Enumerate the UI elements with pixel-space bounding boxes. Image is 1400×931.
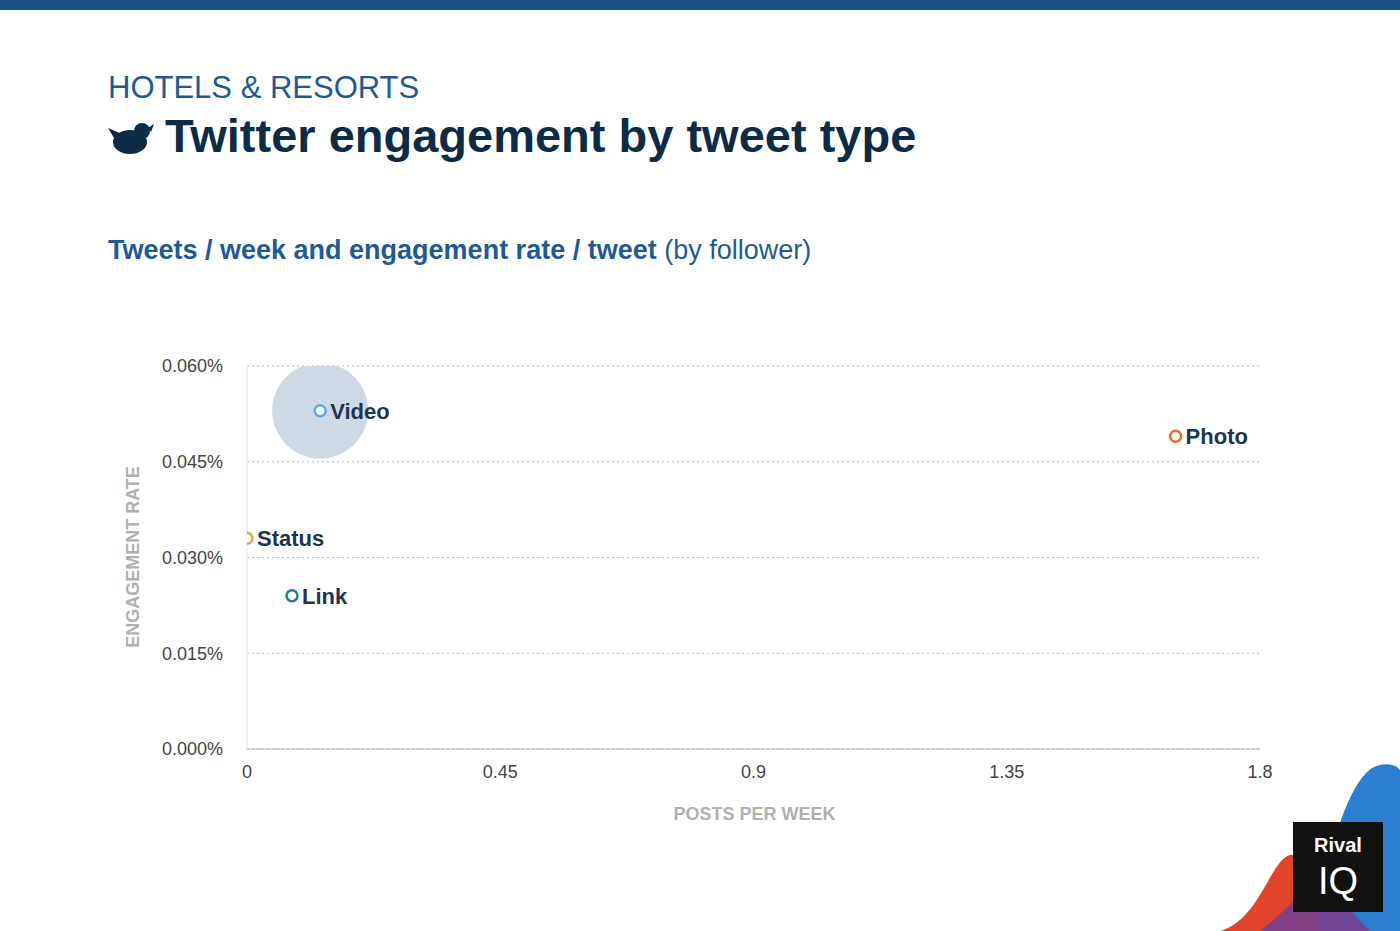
svg-text:0.000%: 0.000%: [162, 739, 223, 759]
html-text:ENGAGEMENT RATE: ENGAGEMENT RATE: [122, 466, 143, 648]
svg-text:0.9: 0.9: [741, 762, 766, 782]
svg-text:0.060%: 0.060%: [162, 356, 223, 376]
svg-text:0.45: 0.45: [483, 762, 518, 782]
svg-text:Video: Video: [330, 399, 390, 424]
svg-text:0.015%: 0.015%: [162, 644, 223, 664]
svg-text:Link: Link: [302, 584, 348, 609]
svg-text:Photo: Photo: [1186, 424, 1248, 449]
svg-text:Rival: Rival: [1314, 834, 1362, 856]
svg-text:0.045%: 0.045%: [162, 452, 223, 472]
svg-text:1.8: 1.8: [1247, 762, 1272, 782]
svg-text:IQ: IQ: [1318, 860, 1358, 902]
html-text:POSTS PER WEEK: POSTS PER WEEK: [673, 804, 836, 824]
svg-text:0: 0: [242, 762, 252, 782]
html-text:Twitter engagement by tweet ty: Twitter engagement by tweet type: [165, 109, 917, 162]
svg-text:Status: Status: [257, 526, 324, 551]
svg-text:1.35: 1.35: [989, 762, 1024, 782]
html-text:HOTELS & RESORTS: HOTELS & RESORTS: [108, 70, 420, 105]
html-text:Tweets / week and engagement r: Tweets / week and engagement rate / twee…: [108, 235, 812, 265]
svg-text:0.030%: 0.030%: [162, 548, 223, 568]
